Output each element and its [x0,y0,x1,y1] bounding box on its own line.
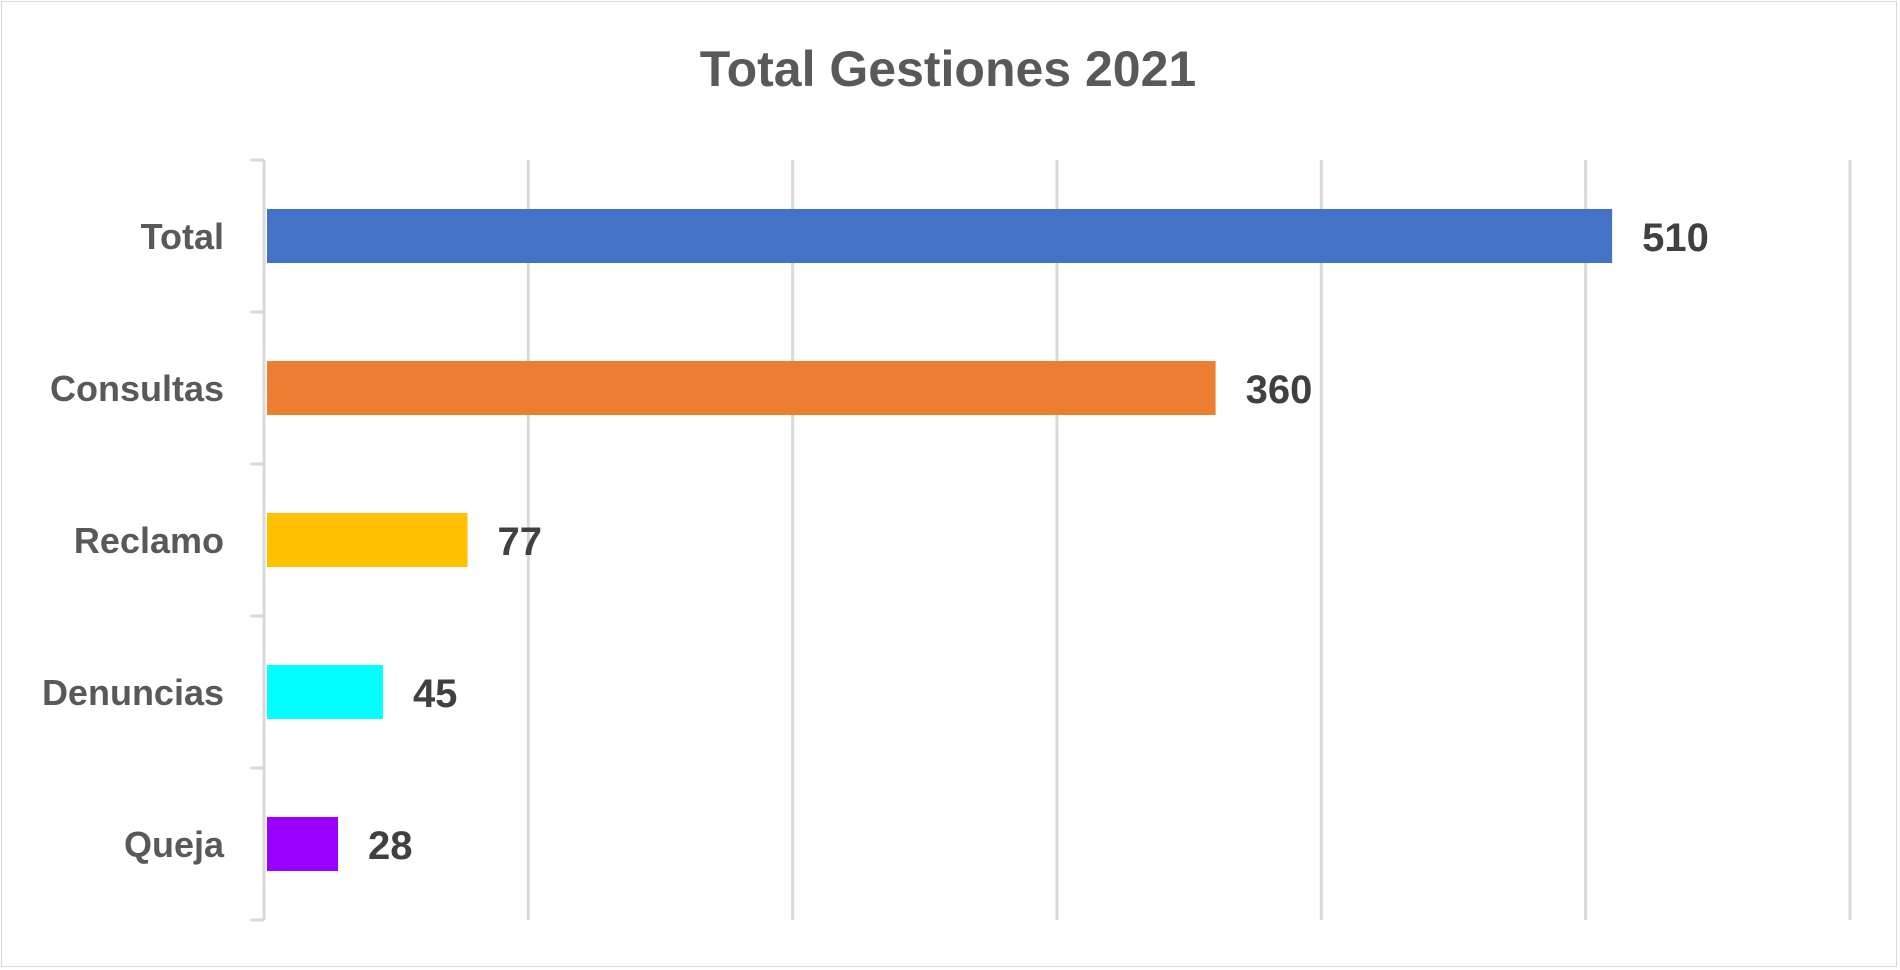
category-label-queja: Queja [124,824,225,865]
data-label-consultas: 360 [1246,368,1313,412]
bars [267,209,1613,871]
data-label-reclamo: 77 [498,520,542,564]
data-label-total: 510 [1642,216,1709,260]
category-label-denuncias: Denuncias [42,672,224,713]
bar-consultas [267,361,1216,415]
chart-title: Total Gestiones 2021 [699,41,1197,97]
category-axis [250,158,266,922]
bar-denuncias [267,665,383,719]
category-label-total: Total [141,216,224,257]
bar-total [267,209,1613,263]
gridlines [526,160,1852,920]
data-label-denuncias: 45 [413,672,458,716]
bar-reclamo [267,513,468,567]
data-label-queja: 28 [368,824,413,868]
labels: Total 510 Consultas 360 Reclamo 77 Denuncias 45… [42,216,1709,868]
category-label-reclamo: Reclamo [74,520,224,561]
category-label-consultas: Consultas [50,368,224,409]
bar-queja [267,817,339,871]
